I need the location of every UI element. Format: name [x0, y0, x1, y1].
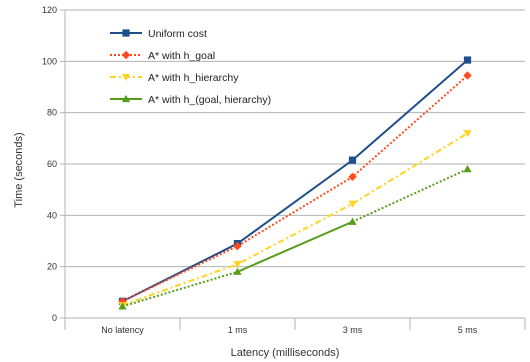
data-point — [118, 302, 127, 310]
data-point — [463, 56, 472, 64]
x-tick-label: 5 ms — [458, 325, 478, 335]
legend-entry: A* with h_(goal, hierarchy) — [110, 94, 271, 106]
data-point — [348, 200, 357, 208]
legend-marker — [122, 29, 130, 37]
data-point — [348, 217, 357, 225]
gridlines — [65, 9, 525, 268]
y-tick-label: 20 — [47, 262, 57, 272]
y-tick-label: 80 — [47, 108, 57, 118]
x-tick-label: 1 ms — [228, 325, 248, 335]
y-tick-label: 100 — [42, 56, 57, 66]
legend-label: A* with h_hierarchy — [148, 72, 239, 84]
series-3 — [118, 165, 472, 310]
series-segment — [352, 168, 468, 223]
legend: Uniform cost A* with h_goal A* with h_hier… — [110, 28, 271, 106]
data-point — [233, 267, 242, 275]
data-point — [348, 172, 357, 182]
data-point — [463, 165, 472, 173]
legend-label: A* with h_goal — [148, 50, 215, 62]
y-axis-ticks: 0 20 40 60 80 100 120 — [42, 5, 65, 323]
series-line — [122, 74, 469, 303]
legend-marker — [121, 94, 131, 103]
y-tick-label: 120 — [42, 5, 57, 15]
legend-label: Uniform cost — [148, 28, 207, 40]
x-axis-ticks: No latency 1 ms 3 ms 5 ms — [64, 318, 526, 335]
x-tick-label: 3 ms — [343, 325, 363, 335]
series-2 — [118, 130, 472, 310]
x-axis-label: Latency (milliseconds) — [231, 347, 340, 359]
legend-label: A* with h_(goal, hierarchy) — [148, 94, 271, 106]
series-1 — [118, 71, 472, 306]
legend-marker — [121, 73, 131, 82]
series-segment — [237, 220, 353, 273]
legend-entry: A* with h_goal — [110, 50, 215, 62]
y-tick-label: 40 — [47, 210, 57, 220]
data-point — [233, 261, 242, 269]
data-point — [233, 241, 242, 251]
legend-marker — [121, 50, 131, 60]
legend-entry: A* with h_hierarchy — [110, 72, 239, 84]
legend-entry: Uniform cost — [110, 28, 207, 40]
x-tick-label: No latency — [101, 325, 144, 335]
series-line — [122, 132, 469, 307]
series-layer — [118, 56, 472, 310]
data-point — [463, 71, 472, 80]
series-segment — [122, 270, 238, 308]
data-point — [348, 156, 357, 164]
y-tick-label: 0 — [52, 313, 57, 323]
series-line — [122, 59, 469, 303]
y-axis-label: Time (seconds) — [13, 132, 25, 207]
y-tick-label: 60 — [47, 159, 57, 169]
data-point — [463, 130, 472, 138]
